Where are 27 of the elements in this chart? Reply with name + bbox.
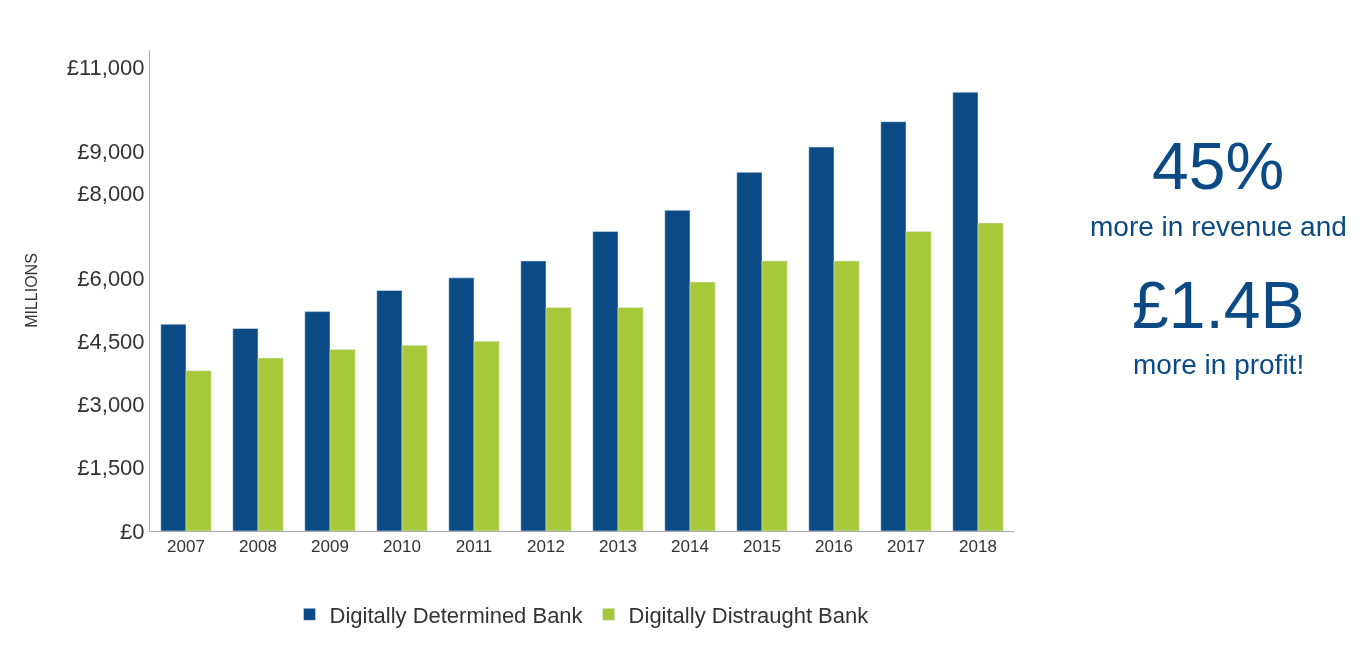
x-tick-label: 2018 [959,537,997,557]
text: £1.4B [1132,268,1305,342]
x-tick-label: 2007 [167,537,205,557]
x-tick-label: 2011 [455,537,493,557]
x-tick-label: 2016 [815,537,853,557]
legend-label: Digitally Determined Bank [329,602,584,628]
y-tick-label: £8,000 [77,181,145,207]
y-axis-title: MILLIONS [22,253,40,328]
x-tick-label: 2009 [311,537,349,557]
y-tick-label: £11,000 [66,54,145,80]
x-tick-label: 2017 [887,537,925,557]
x-tick-label: 2010 [383,537,421,557]
y-tick-label: £0 [120,518,145,544]
x-tick-label: 2008 [239,537,277,557]
y-tick-label: £9,000 [77,138,145,164]
x-tick-label: 2014 [671,537,709,557]
x-tick-label: 2012 [527,537,565,557]
x-tick-label: 2015 [743,537,781,557]
y-tick-label: £6,000 [77,265,145,291]
legend-label: Digitally Distraught Bank [628,602,870,628]
text: 45% [1152,129,1285,203]
text: more in revenue and [1090,211,1347,242]
y-tick-label: £4,500 [77,328,145,354]
y-tick-label: £1,500 [77,455,145,481]
y-tick-label: £3,000 [77,392,145,418]
x-tick-label: 2013 [599,537,637,557]
text: more in profit! [1133,349,1305,380]
